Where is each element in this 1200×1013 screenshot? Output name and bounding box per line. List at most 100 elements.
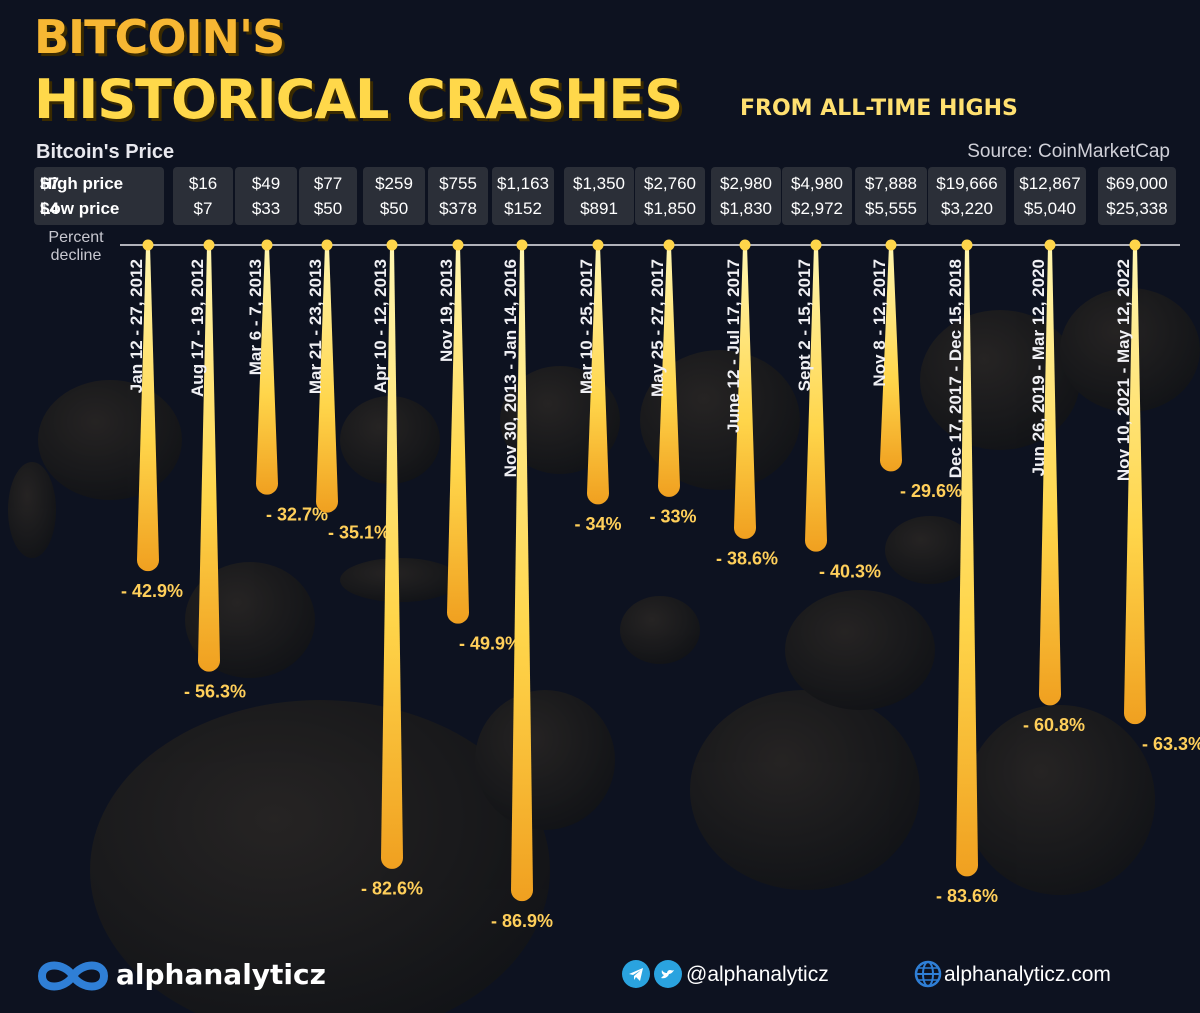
crash-bar bbox=[198, 245, 220, 672]
value-label: - 60.8% bbox=[1023, 715, 1085, 735]
low-price-value: $25,338 bbox=[1106, 199, 1168, 218]
twitter-icon[interactable] bbox=[654, 960, 682, 988]
category-label: Jan 12 - 27, 2012 bbox=[127, 259, 146, 393]
value-label: - 40.3% bbox=[819, 561, 881, 581]
subtitle: FROM ALL-TIME HIGHS bbox=[740, 96, 1018, 121]
low-price-value: $50 bbox=[313, 199, 343, 218]
value-label: - 49.9% bbox=[459, 633, 521, 653]
price-box: $1,163 $152 bbox=[492, 167, 554, 225]
high-price-value: $7 bbox=[40, 174, 59, 193]
value-label: - 38.6% bbox=[716, 549, 778, 569]
brand-name: alphanalyticz bbox=[116, 958, 326, 991]
value-label: - 32.7% bbox=[266, 504, 328, 524]
low-price-value: $50 bbox=[379, 199, 409, 218]
high-price-label: High price bbox=[40, 174, 124, 193]
axis-dot bbox=[592, 239, 604, 251]
axis-dot bbox=[516, 239, 528, 251]
low-price-value: $4 bbox=[40, 199, 59, 218]
high-price-value: $2,980 bbox=[720, 174, 772, 193]
crash-bar bbox=[880, 245, 902, 472]
category-label: Apr 10 - 12, 2013 bbox=[371, 259, 390, 393]
axis-dot bbox=[452, 239, 464, 251]
alphanalyticz-logo-icon bbox=[37, 961, 109, 991]
social-handle[interactable]: @alphanalyticz bbox=[686, 963, 829, 986]
axis-dot bbox=[261, 239, 273, 251]
globe-icon bbox=[914, 960, 942, 988]
axis-dot bbox=[961, 239, 973, 251]
category-label: Aug 17 - 19, 2012 bbox=[188, 259, 207, 397]
crash-bar bbox=[256, 245, 278, 495]
low-price-value: $378 bbox=[439, 199, 477, 218]
price-box: $2,760 $1,850 bbox=[635, 167, 705, 225]
price-box: $49 $33 bbox=[235, 167, 297, 225]
category-label: June 12 - Jul 17, 2017 bbox=[724, 259, 743, 433]
value-label: - 63.3% bbox=[1142, 734, 1200, 754]
value-label: - 29.6% bbox=[900, 481, 962, 501]
high-price-value: $1,350 bbox=[573, 174, 625, 193]
percent-label-line2: decline bbox=[50, 247, 102, 264]
price-box: $4,980 $2,972 bbox=[782, 167, 852, 225]
high-price-value: $1,163 bbox=[497, 174, 549, 193]
crash-bar bbox=[316, 245, 338, 513]
low-price-value: $33 bbox=[251, 199, 281, 218]
high-price-value: $755 bbox=[439, 174, 477, 193]
percent-label-line1: Percent bbox=[48, 229, 104, 246]
high-price-value: $7,888 bbox=[865, 174, 917, 193]
axis-dot bbox=[142, 239, 154, 251]
crash-bar bbox=[381, 245, 403, 869]
category-label: Mar 10 - 25, 2017 bbox=[577, 259, 596, 394]
percent-decline-label: Percent decline bbox=[34, 229, 118, 265]
low-price-value: $891 bbox=[580, 199, 618, 218]
value-label: - 86.9% bbox=[491, 911, 553, 931]
price-box: $1,350 $891 bbox=[564, 167, 634, 225]
crash-bar bbox=[511, 245, 533, 902]
value-label: - 34% bbox=[574, 514, 621, 534]
category-label: Mar 6 - 7, 2013 bbox=[246, 259, 265, 375]
category-label: Jun 26, 2019 - Mar 12, 2020 bbox=[1029, 259, 1048, 476]
high-price-value: $19,666 bbox=[936, 174, 998, 193]
high-price-value: $16 bbox=[188, 174, 218, 193]
axis-dot bbox=[1044, 239, 1056, 251]
price-box: $2,980 $1,830 bbox=[711, 167, 781, 225]
title-line1: BITCOIN'S bbox=[34, 10, 285, 64]
axis-dot bbox=[885, 239, 897, 251]
category-label: Dec 17, 2017 - Dec 15, 2018 bbox=[946, 259, 965, 478]
value-label: - 33% bbox=[649, 507, 696, 527]
axis-dot bbox=[386, 239, 398, 251]
crash-bar bbox=[447, 245, 469, 624]
high-price-value: $69,000 bbox=[1106, 174, 1168, 193]
low-price-value: $2,972 bbox=[791, 199, 843, 218]
price-box: $7,888 $5,555 bbox=[855, 167, 927, 225]
axis-dot bbox=[321, 239, 333, 251]
category-label: Mar 21 - 23, 2013 bbox=[306, 259, 325, 394]
crash-bar bbox=[587, 245, 609, 505]
axis-dot bbox=[810, 239, 822, 251]
telegram-icon[interactable] bbox=[622, 960, 650, 988]
price-box: $16 $7 bbox=[173, 167, 233, 225]
axis-dot bbox=[203, 239, 215, 251]
price-box: $77 $50 bbox=[299, 167, 357, 225]
price-row-labels: High price Low price $7 $4 bbox=[34, 167, 164, 225]
price-box: $69,000 $25,338 bbox=[1098, 167, 1176, 225]
source-credit: Source: CoinMarketCap bbox=[967, 141, 1170, 162]
category-label: Nov 19, 2013 bbox=[437, 259, 456, 362]
high-price-value: $2,760 bbox=[644, 174, 696, 193]
price-heading: Bitcoin's Price bbox=[36, 141, 175, 163]
crash-bar bbox=[1124, 245, 1146, 725]
high-price-value: $77 bbox=[313, 174, 343, 193]
value-label: - 56.3% bbox=[184, 681, 246, 701]
axis-dot bbox=[663, 239, 675, 251]
crash-bar bbox=[137, 245, 159, 572]
value-label: - 42.9% bbox=[121, 581, 183, 601]
crash-bar bbox=[805, 245, 827, 552]
title-line2: HISTORICAL CRASHES bbox=[34, 68, 683, 131]
high-price-value: $49 bbox=[251, 174, 281, 193]
axis-dot bbox=[739, 239, 751, 251]
low-price-value: $7 bbox=[193, 199, 213, 218]
crash-bar bbox=[956, 245, 978, 877]
crash-bar bbox=[1039, 245, 1061, 706]
website-link[interactable]: alphanalyticz.com bbox=[944, 963, 1111, 986]
low-price-value: $5,040 bbox=[1024, 199, 1076, 218]
low-price-label: Low price bbox=[40, 199, 120, 218]
